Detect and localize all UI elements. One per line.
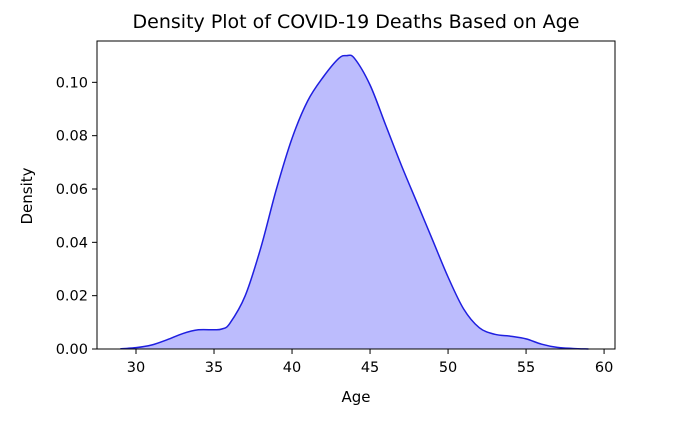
plot-area: [96, 40, 616, 350]
x-tick-label: 60: [595, 360, 613, 376]
y-tick-label: 0.06: [56, 182, 88, 198]
y-tick-label: 0.02: [56, 289, 88, 305]
y-tick-label: 0.04: [56, 235, 88, 251]
density-area-fill: [120, 55, 589, 349]
x-tick-label: 30: [127, 360, 145, 376]
x-axis-ticks: 30 35 40 45 50 55 60: [127, 349, 613, 376]
x-tick-label: 40: [283, 360, 301, 376]
x-tick-label: 50: [439, 360, 457, 376]
y-axis-ticks: 0.00 0.02 0.04 0.06 0.08 0.10: [56, 75, 97, 358]
y-tick-label: 0.10: [56, 75, 88, 91]
x-tick-label: 45: [361, 360, 379, 376]
density-curve-line: [120, 54, 589, 350]
x-tick-label: 55: [517, 360, 535, 376]
chart-title: Density Plot of COVID-19 Deaths Based on…: [133, 11, 580, 33]
y-tick-label: 0.08: [56, 129, 88, 145]
y-axis-label: Density: [18, 167, 36, 224]
plot-frame: [96, 40, 616, 350]
y-tick-label: 0.00: [56, 342, 88, 358]
x-axis-label: Age: [341, 388, 370, 406]
x-tick-label: 35: [205, 360, 223, 376]
